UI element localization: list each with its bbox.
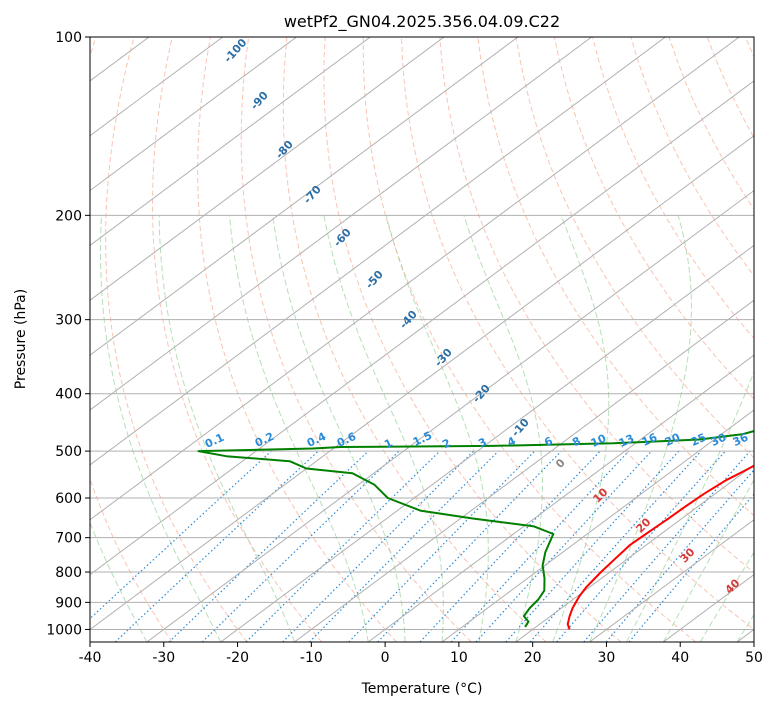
isotherm [90,37,592,411]
x-tick-label--20: -20 [226,650,249,666]
mixing-ratio-label: 16 [640,431,660,449]
moist-adiabat [463,215,543,642]
dry-adiabat [151,37,323,642]
x-tick-label-10: 10 [450,650,468,666]
isotherm [90,135,754,631]
plot-background [90,37,754,642]
isotherm [441,409,754,642]
y-tick-label-500: 500 [55,444,82,460]
isotherm [589,519,754,642]
moist-adiabat [158,215,295,642]
dry-adiabat [105,37,248,642]
x-tick-label-20: 20 [524,650,542,666]
mixing-ratio-line [505,450,680,642]
y-tick-label-700: 700 [55,531,82,547]
dry-adiabat [323,37,622,642]
x-axis-label: Temperature (°C) [361,681,483,697]
mixing-ratio-label: 30 [709,431,729,449]
dry-adiabat [90,37,173,642]
isotherm [0,37,1,642]
mixing-ratio-label: 13 [617,432,636,450]
mixing-ratio-line [90,450,272,620]
mixing-ratio-line [529,450,702,642]
y-axis-label: Pressure (hPa) [13,289,29,389]
mixing-ratio-label: 10 [589,432,609,450]
mixing-ratio-label: 36 [731,431,751,449]
mixing-ratio-line [556,450,726,642]
temperature-profile-line [566,464,754,630]
profile-series [197,430,754,630]
dry-adiabat [401,37,754,631]
y-axis-ticks: 100 200 300 400 500 600 700 800 900 1000 [46,30,90,638]
plot-frame [89,36,755,643]
x-tick-label--40: -40 [79,650,102,666]
moist-adiabat [272,215,406,642]
dry-adiabat [592,37,754,340]
mixing-ratio-line [419,450,601,642]
mixing-ratio-label: 20 [663,431,683,449]
isotherm [146,189,754,642]
moist-adiabat [626,370,754,642]
isotherm [515,464,754,642]
y-tick-label-800: 800 [55,565,82,581]
isotherm [90,37,519,356]
mixing-ratio-label: 25 [689,431,708,449]
mixing-ratio-line [245,450,441,642]
mixing-ratio-line [348,450,536,642]
y-tick-label-1000: 1000 [46,622,82,638]
x-tick-label--30: -30 [152,650,175,666]
y-tick-label-400: 400 [55,387,82,403]
isotherm [220,244,754,642]
isotherm [0,37,75,642]
moist-adiabat [385,215,489,642]
moist-adiabat [662,478,754,642]
isotherm [90,37,297,192]
y-tick-label-300: 300 [55,313,82,329]
x-axis-ticks: -40 -30 -20 -10 0 10 20 30 40 50 [79,642,763,666]
mixing-ratio-line [450,450,630,642]
x-tick-label-0: 0 [381,650,390,666]
moist-adiabat [323,215,444,642]
isotherm [367,354,754,642]
dry-adiabat [240,37,472,642]
y-tick-label-600: 600 [55,491,82,507]
x-tick-label-50: 50 [745,650,763,666]
chart-title: wetPf2_GN04.2025.356.04.09.C22 [284,12,560,32]
x-tick-label--10: -10 [300,650,323,666]
y-tick-label-100: 100 [55,30,82,46]
mixing-ratio-lines [90,450,754,642]
dry-adiabat [282,37,547,642]
mixing-ratio-line [282,450,475,642]
x-tick-label-30: 30 [598,650,616,666]
isotherm [90,37,371,247]
isotherm [90,37,666,466]
moist-adiabat [100,215,222,642]
x-tick-label-40: 40 [671,650,689,666]
mixing-ratio-line [309,450,499,642]
isotherm [90,80,754,576]
moist-adiabat [589,215,692,642]
y-tick-label-200: 200 [55,208,82,224]
isotherm [294,299,754,642]
isotherm [90,37,740,521]
y-tick-label-900: 900 [55,595,82,611]
dewpoint-profile-line [197,430,754,628]
mixing-ratio-line [168,450,369,642]
isobar-gridlines [90,37,754,630]
skewed-isotherms [0,37,754,642]
mixing-ratio-line [475,450,653,642]
moist-adiabat [229,215,369,642]
dry-adiabat [439,37,754,574]
isotherm [90,37,445,301]
